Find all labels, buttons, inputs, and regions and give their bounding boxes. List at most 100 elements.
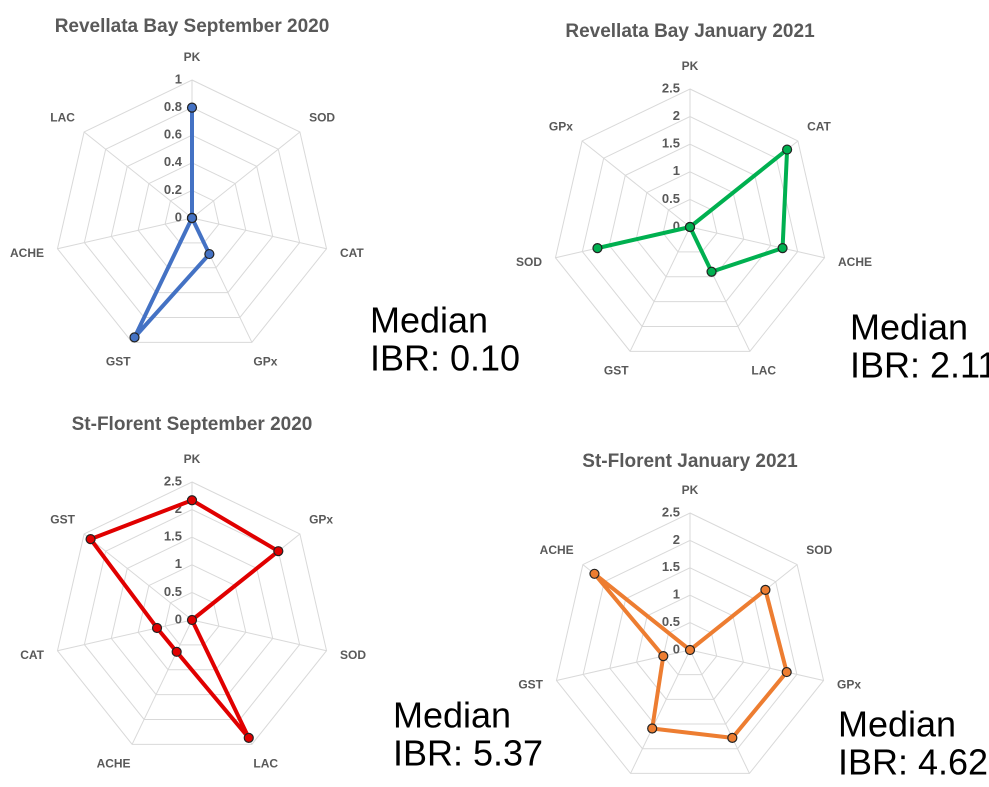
annotation: Median bbox=[838, 704, 956, 745]
category-label: PK bbox=[184, 452, 201, 466]
tick-label: 1.5 bbox=[164, 529, 182, 544]
grid-ring bbox=[110, 536, 274, 696]
grid-ring bbox=[608, 143, 772, 303]
data-point bbox=[171, 646, 182, 657]
annotation: IBR: 0.10 bbox=[370, 338, 520, 379]
category-label: PK bbox=[184, 50, 201, 64]
data-point bbox=[129, 332, 140, 343]
tick-label: 0 bbox=[175, 209, 182, 224]
grid-ring bbox=[164, 591, 220, 646]
tick-label: 0.4 bbox=[164, 154, 183, 169]
grid-ring bbox=[164, 189, 220, 244]
category-label: ACHE bbox=[10, 246, 44, 260]
spoke bbox=[689, 226, 825, 259]
grid-ring bbox=[636, 594, 744, 700]
annotation: IBR: 4.62 bbox=[838, 742, 988, 783]
grid-ring bbox=[582, 539, 798, 750]
spoke bbox=[83, 131, 193, 219]
category-label: GPx bbox=[837, 678, 861, 692]
grid-ring bbox=[581, 116, 799, 327]
tick-label: 0.5 bbox=[662, 614, 680, 629]
spoke bbox=[191, 217, 327, 250]
category-label: SOD bbox=[516, 255, 542, 269]
category-label: GPx bbox=[253, 354, 277, 368]
tick-label: 2.5 bbox=[662, 80, 680, 95]
tick-label: 0 bbox=[673, 641, 680, 656]
tick-label: 1 bbox=[673, 163, 680, 178]
tick-label: 2 bbox=[673, 532, 680, 547]
grid-ring bbox=[635, 171, 745, 278]
category-label: LAC bbox=[604, 785, 629, 787]
category-label: SOD bbox=[309, 110, 335, 124]
tick-label: 0 bbox=[673, 218, 680, 233]
series-line bbox=[88, 498, 281, 740]
category-label: LAC bbox=[751, 363, 776, 377]
chart-title: St-Florent September 2020 bbox=[72, 414, 313, 435]
spoke bbox=[83, 533, 193, 621]
tick-label: 0.8 bbox=[164, 99, 182, 114]
series-line bbox=[132, 105, 212, 340]
category-label: CAT bbox=[340, 246, 364, 260]
data-point bbox=[684, 644, 696, 656]
spoke bbox=[581, 140, 691, 228]
data-point bbox=[186, 614, 198, 626]
data-point bbox=[243, 732, 254, 743]
annotation: Median bbox=[393, 695, 511, 736]
chart-title: Revellata Bay September 2020 bbox=[55, 16, 330, 37]
grid-ring bbox=[83, 509, 301, 720]
category-label: PK bbox=[682, 59, 699, 73]
series-line bbox=[595, 147, 790, 274]
grid-ring bbox=[662, 198, 718, 253]
data-point bbox=[706, 266, 717, 277]
annotation: IBR: 2.11 bbox=[850, 345, 989, 386]
tick-label: 1 bbox=[175, 556, 182, 571]
category-label: SOD bbox=[340, 648, 366, 662]
spoke bbox=[630, 649, 691, 774]
category-label: GPx bbox=[549, 119, 573, 133]
spoke bbox=[191, 131, 301, 219]
spoke bbox=[629, 226, 691, 352]
annotation: Median bbox=[370, 300, 488, 341]
data-point bbox=[589, 568, 600, 579]
data-point bbox=[151, 622, 163, 634]
tick-label: 2 bbox=[175, 501, 182, 516]
tick-label: 2 bbox=[673, 108, 680, 123]
data-point bbox=[186, 212, 198, 224]
data-point bbox=[85, 534, 96, 545]
tick-label: 0.5 bbox=[164, 584, 182, 599]
grid-ring bbox=[56, 79, 328, 343]
spoke bbox=[689, 649, 824, 681]
tick-label: 1 bbox=[175, 71, 182, 86]
category-label: SOD bbox=[806, 543, 832, 557]
grid-ring bbox=[110, 134, 274, 294]
data-point bbox=[777, 243, 788, 254]
tick-label: 0.5 bbox=[662, 191, 680, 206]
grid-ring bbox=[555, 512, 825, 774]
chart-title: St-Florent January 2021 bbox=[582, 451, 798, 472]
category-label: ACHE bbox=[97, 756, 131, 770]
tick-label: 1.5 bbox=[662, 136, 680, 151]
category-label: LAC bbox=[50, 110, 75, 124]
spoke bbox=[57, 619, 193, 652]
data-point bbox=[647, 723, 658, 734]
series-line bbox=[592, 571, 789, 740]
annotation: IBR: 5.37 bbox=[393, 733, 543, 774]
category-label: PK bbox=[682, 483, 699, 497]
grid-ring bbox=[554, 88, 826, 352]
spoke bbox=[191, 619, 327, 652]
tick-label: 1.5 bbox=[662, 559, 680, 574]
category-label: GST bbox=[106, 354, 131, 368]
tick-label: 0 bbox=[175, 611, 182, 626]
grid-ring bbox=[662, 622, 718, 676]
data-point bbox=[781, 666, 792, 678]
category-label: GST bbox=[50, 512, 75, 526]
tick-label: 2.5 bbox=[164, 473, 182, 488]
tick-label: 2.5 bbox=[662, 504, 680, 519]
grid-ring bbox=[56, 481, 328, 745]
category-label: ACHE bbox=[540, 543, 574, 557]
spoke bbox=[57, 217, 193, 250]
data-point bbox=[727, 732, 738, 743]
data-point bbox=[760, 584, 771, 595]
spoke bbox=[689, 649, 750, 774]
